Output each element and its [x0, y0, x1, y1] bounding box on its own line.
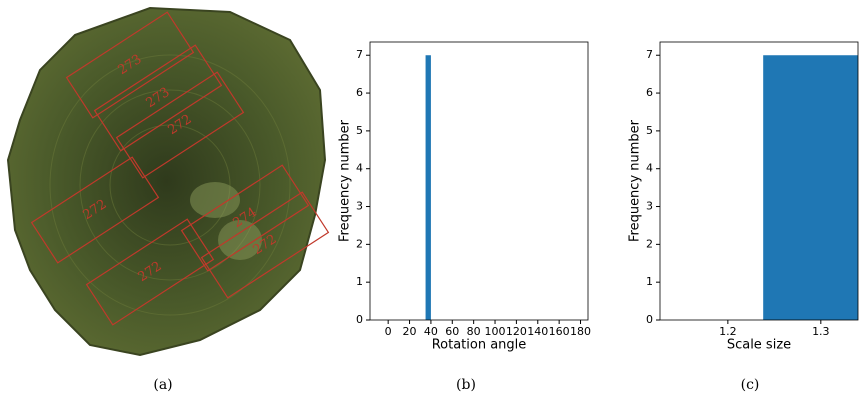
- y-tick-label: 7: [646, 48, 653, 61]
- y-tick-label: 0: [646, 313, 653, 326]
- y-tick-label: 1: [356, 275, 363, 288]
- x-axis-label: Rotation angle: [432, 338, 527, 353]
- log-image: [6, 6, 327, 357]
- y-tick-label: 2: [356, 237, 363, 250]
- x-tick-label: 80: [467, 325, 481, 338]
- x-tick-label: 160: [549, 325, 570, 338]
- y-tick-label: 5: [646, 124, 653, 137]
- x-tick-label: 0: [385, 325, 392, 338]
- box-outline: [30, 156, 160, 264]
- y-tick-label: 7: [356, 48, 363, 61]
- x-tick-label: 1.2: [719, 325, 737, 338]
- bar: [425, 55, 431, 320]
- axes-frame: [369, 41, 589, 321]
- box-outline: [85, 218, 215, 326]
- axes-frame: [659, 41, 859, 321]
- box-outline: [65, 11, 195, 119]
- x-tick-label: 20: [403, 325, 417, 338]
- y-tick-label: 2: [646, 237, 653, 250]
- y-tick-label: 5: [356, 124, 363, 137]
- y-tick-label: 4: [646, 162, 653, 175]
- bar: [763, 55, 858, 320]
- x-tick-label: 1.3: [812, 325, 830, 338]
- x-tick-label: 40: [424, 325, 438, 338]
- y-axis-label: Frequency number: [338, 119, 353, 242]
- panel-caption: (b): [456, 377, 476, 393]
- y-tick-label: 3: [356, 200, 363, 213]
- y-tick-label: 6: [646, 86, 653, 99]
- y-tick-label: 4: [356, 162, 363, 175]
- x-axis-label: Scale size: [727, 338, 791, 353]
- x-tick-label: 140: [527, 325, 548, 338]
- box-outline: [93, 44, 223, 152]
- y-tick-label: 1: [646, 275, 653, 288]
- x-tick-label: 60: [445, 325, 459, 338]
- box-outline: [200, 191, 330, 299]
- y-tick-label: 3: [646, 200, 653, 213]
- panel-caption: (c): [741, 377, 760, 393]
- panel-caption: (a): [153, 377, 172, 393]
- y-axis-label: Frequency number: [628, 119, 643, 242]
- box-outline: [115, 71, 245, 179]
- x-tick-label: 100: [485, 325, 506, 338]
- x-tick-label: 180: [570, 325, 591, 338]
- box-outline: [180, 164, 310, 272]
- x-tick-label: 120: [506, 325, 527, 338]
- y-tick-label: 6: [356, 86, 363, 99]
- y-tick-label: 0: [356, 313, 363, 326]
